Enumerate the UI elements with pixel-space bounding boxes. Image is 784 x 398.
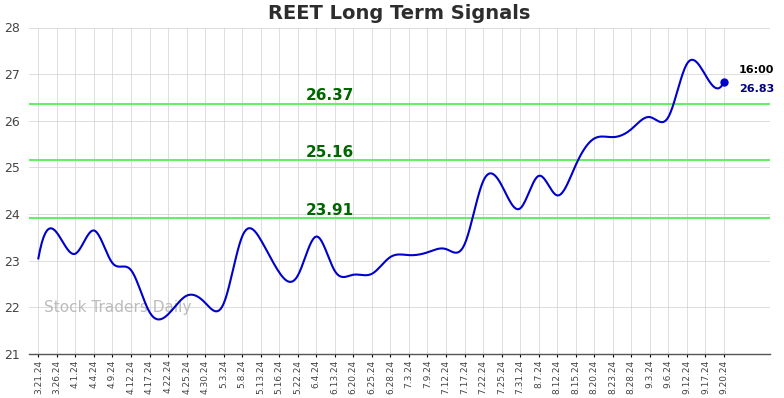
Title: REET Long Term Signals: REET Long Term Signals [268, 4, 531, 23]
Text: 25.16: 25.16 [306, 145, 354, 160]
Text: 26.37: 26.37 [306, 88, 354, 103]
Text: 26.83: 26.83 [739, 84, 774, 94]
Text: Stock Traders Daily: Stock Traders Daily [44, 300, 191, 315]
Text: 16:00: 16:00 [739, 65, 774, 75]
Point [717, 79, 730, 85]
Text: 23.91: 23.91 [306, 203, 354, 218]
